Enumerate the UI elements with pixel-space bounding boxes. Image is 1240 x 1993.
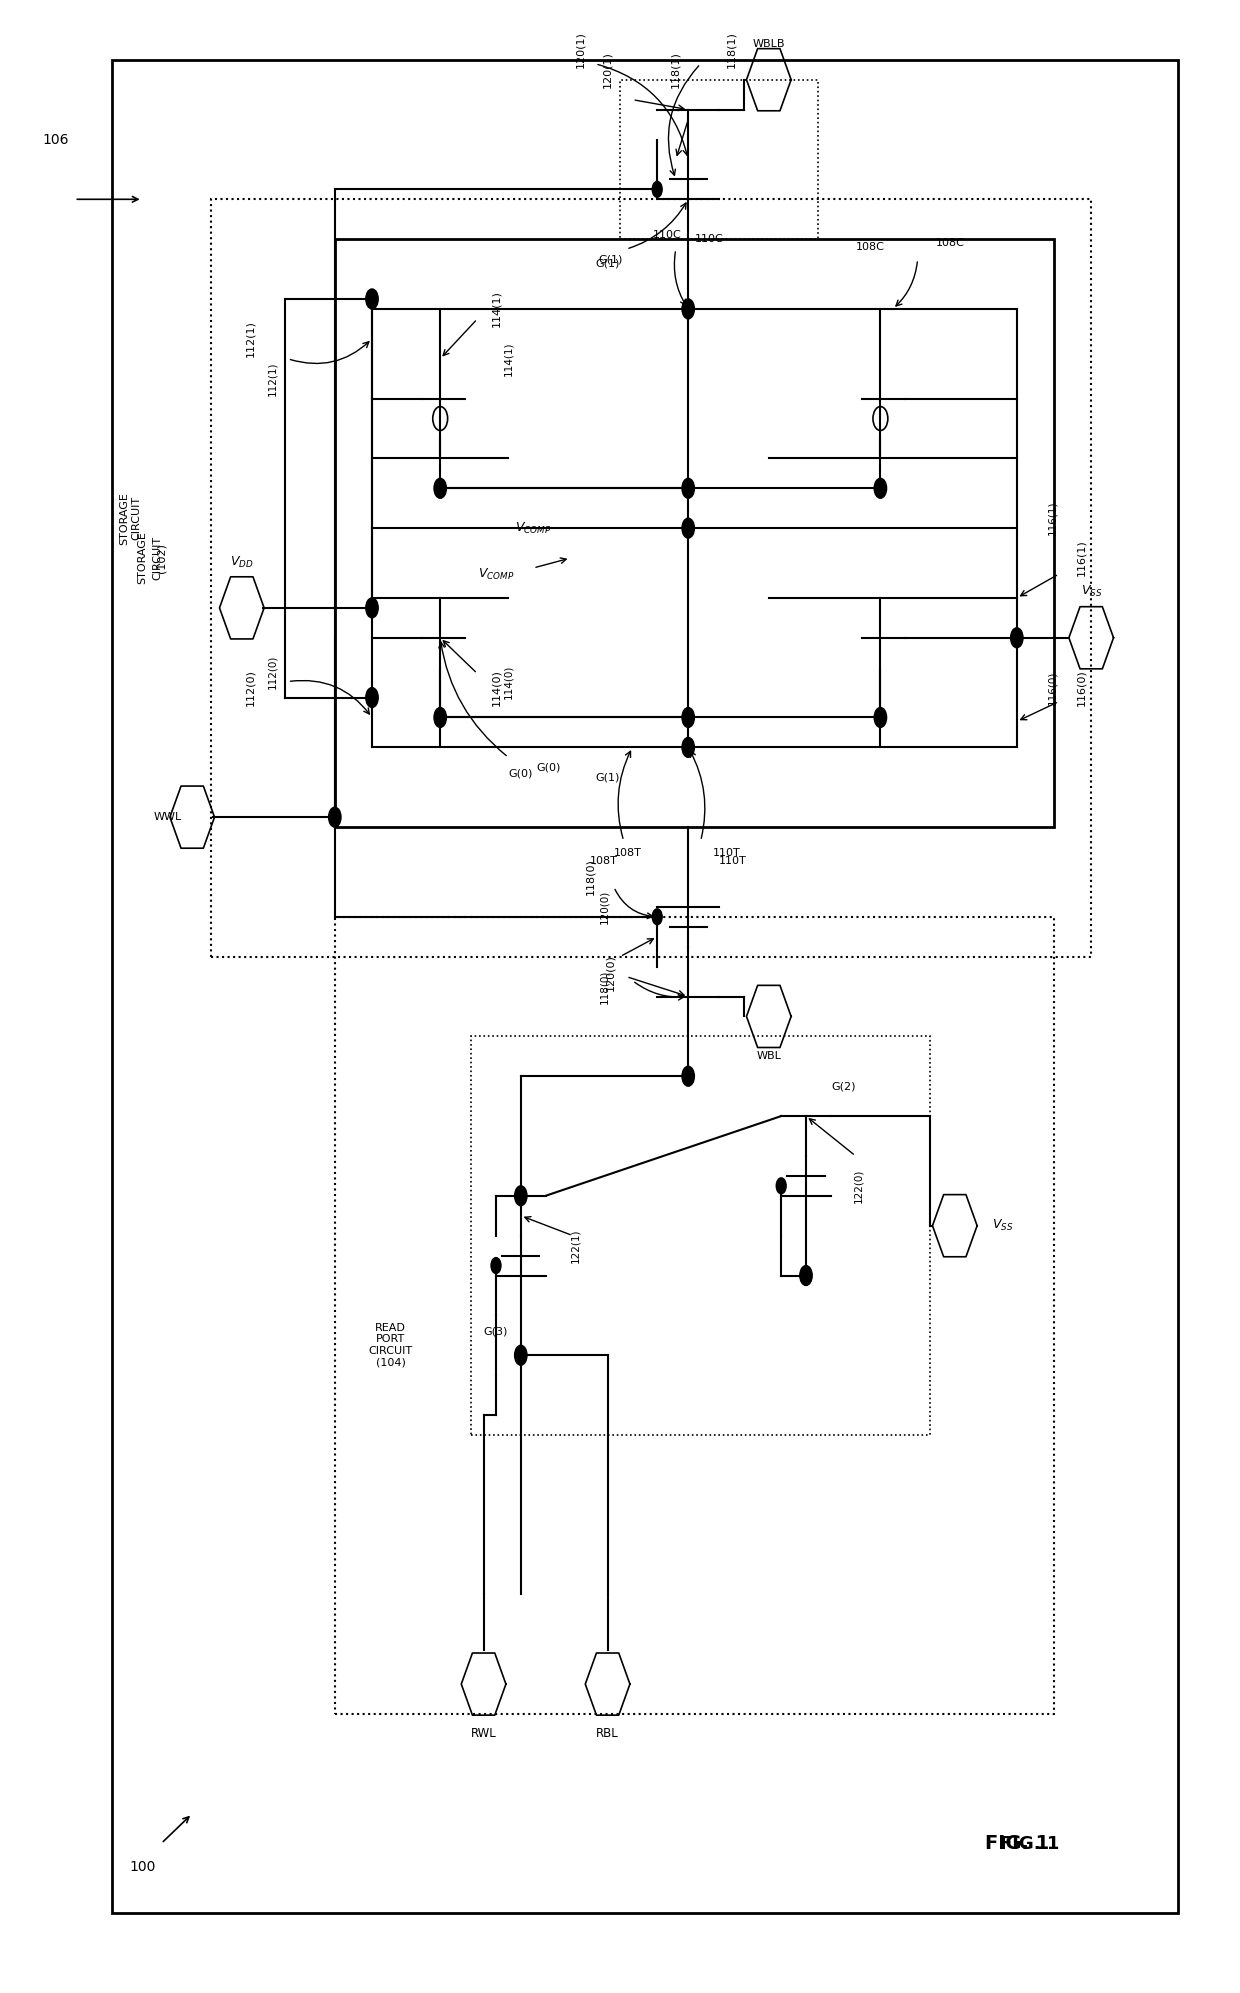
Text: 120(1): 120(1) [603,52,613,88]
Circle shape [800,1266,812,1285]
Text: 114(1): 114(1) [503,341,513,377]
Circle shape [776,1178,786,1194]
Text: 108T: 108T [590,855,618,867]
Text: STORAGE: STORAGE [138,532,148,584]
Text: 122(0): 122(0) [853,1168,863,1204]
Text: RWL: RWL [471,1728,496,1740]
Text: 118(0): 118(0) [585,859,595,895]
Text: G(1): G(1) [595,257,620,269]
Text: FIG. 1: FIG. 1 [985,1834,1049,1853]
Text: $V_{DD}$: $V_{DD}$ [229,554,254,570]
Text: 112(0): 112(0) [268,654,278,690]
Bar [335,917,1054,1714]
Bar [471,1036,930,1435]
Text: 118(1): 118(1) [727,32,737,68]
Circle shape [682,708,694,727]
Circle shape [1011,628,1023,648]
Text: 116(0): 116(0) [1048,670,1058,706]
Text: 118(1): 118(1) [671,52,681,88]
Bar [112,60,1178,1913]
Circle shape [682,478,694,498]
Text: WBL: WBL [756,1050,781,1062]
Circle shape [366,598,378,618]
Circle shape [515,1186,527,1206]
Text: 110C: 110C [652,229,682,241]
Text: 114(1): 114(1) [491,291,501,327]
Text: G(3): G(3) [484,1325,508,1337]
Text: 112(0): 112(0) [246,670,255,706]
Text: FIG. 1: FIG. 1 [999,1834,1059,1853]
Text: 120(0): 120(0) [599,889,609,925]
Circle shape [491,1258,501,1274]
Circle shape [652,909,662,925]
Text: WBLB: WBLB [753,38,785,50]
Bar [211,199,1091,957]
Text: (102): (102) [156,544,166,572]
Text: 116(1): 116(1) [1076,540,1086,576]
Text: 106: 106 [42,132,69,147]
Text: 116(0): 116(0) [1076,670,1086,706]
Text: 110C: 110C [694,233,723,245]
Text: 110T: 110T [713,847,740,859]
Text: 122(1): 122(1) [570,1228,580,1264]
Circle shape [682,299,694,319]
Text: 114(0): 114(0) [503,664,513,700]
Text: $V_{SS}$: $V_{SS}$ [992,1218,1013,1234]
Circle shape [874,478,887,498]
Text: 120(1): 120(1) [575,32,585,68]
Text: RBL: RBL [596,1728,619,1740]
Text: 112(1): 112(1) [246,321,255,357]
Text: 108T: 108T [614,847,641,859]
Circle shape [366,289,378,309]
Text: 114(0): 114(0) [491,670,501,706]
Text: 100: 100 [129,1859,156,1875]
Bar [620,80,818,239]
Text: READ
PORT
CIRCUIT
(104): READ PORT CIRCUIT (104) [368,1323,413,1367]
Text: 116(1): 116(1) [1048,500,1058,536]
Circle shape [652,181,662,197]
Text: WWL: WWL [154,811,181,823]
Text: STORAGE
CIRCUIT: STORAGE CIRCUIT [119,492,141,544]
Circle shape [682,737,694,757]
Circle shape [434,478,446,498]
Text: G(0): G(0) [508,767,533,779]
Text: $V_{COMP}$: $V_{COMP}$ [515,520,552,536]
Circle shape [874,708,887,727]
Text: 118(0): 118(0) [599,969,609,1004]
Circle shape [366,688,378,708]
Text: 108C: 108C [936,237,965,249]
Text: 120(0): 120(0) [605,955,615,991]
Text: G(1): G(1) [598,253,622,265]
Bar [335,239,1054,827]
Circle shape [434,708,446,727]
Text: 112(1): 112(1) [268,361,278,397]
Text: CIRCUIT: CIRCUIT [153,536,162,580]
Text: $V_{COMP}$: $V_{COMP}$ [477,566,515,582]
Text: G(1): G(1) [595,771,620,783]
Circle shape [682,1066,694,1086]
Circle shape [329,807,341,827]
Text: $V_{SS}$: $V_{SS}$ [1080,584,1102,600]
Text: 110T: 110T [719,855,746,867]
Text: 108C: 108C [856,241,884,253]
Text: G(0): G(0) [536,761,560,773]
Circle shape [682,518,694,538]
Text: G(2): G(2) [831,1080,856,1092]
Circle shape [515,1345,527,1365]
